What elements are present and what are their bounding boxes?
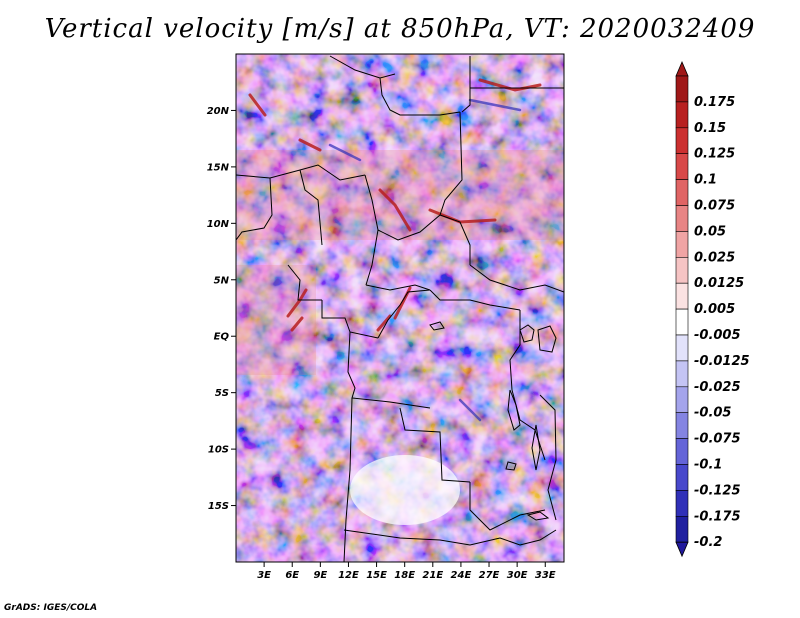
colorbar-segment: [675, 438, 689, 465]
lat-tick-label: 10S: [208, 445, 229, 456]
lon-tick-label: 30E: [507, 570, 528, 581]
lon-tick-label: 6E: [285, 570, 299, 581]
colorbar-label: 0.05: [694, 224, 726, 239]
colorbar-segment: [675, 515, 689, 543]
colorbar-label: 0.025: [694, 250, 735, 265]
colorbar-segment: [675, 360, 689, 388]
lakes: [429, 321, 557, 521]
colorbar-label: 0.0125: [694, 276, 744, 291]
grads-credit: GrADS: IGES/COLA: [4, 603, 98, 613]
colorbar: 0.175 0.15 0.125 0.1 0.075 0.05 0.025 0.0125 0.0…: [675, 60, 750, 558]
colorbar-segment: [675, 256, 689, 284]
colorbar-label: 0.175: [694, 95, 735, 110]
colorbar-label: 0.15: [694, 121, 726, 136]
colorbar-segment: [675, 386, 689, 413]
lon-tick-label: 27E: [479, 570, 500, 581]
lon-tick-label: 21E: [422, 570, 443, 581]
colorbar-label: -0.025: [694, 380, 741, 395]
colorbar-bottom-arrow: [675, 541, 689, 558]
lat-tick-label: 15S: [208, 501, 229, 512]
colorbar-label: -0.1: [694, 458, 722, 473]
colorbar-segment: [675, 231, 689, 258]
colorbar-label: 0.1: [694, 173, 717, 188]
lat-tick-label: 15N: [207, 162, 230, 173]
colorbar-label: 0.075: [694, 199, 735, 214]
colorbar-segment: [675, 75, 689, 103]
colorbar-segment: [675, 490, 689, 517]
colorbar-segment: [675, 464, 689, 491]
colorbar-label: -0.175: [694, 509, 741, 524]
lon-tick-label: 9E: [313, 570, 327, 581]
colorbar-segment: [675, 412, 689, 439]
lat-tick-label: 5S: [215, 388, 229, 399]
colorbar-segment: [675, 282, 689, 310]
colorbar-label: -0.125: [694, 483, 741, 498]
colorbar-label: -0.0125: [694, 354, 750, 369]
velocity-field: [236, 54, 564, 562]
lat-tick-label: 20N: [207, 106, 230, 117]
colorbar-label: 0.125: [694, 147, 735, 162]
lat-tick-label: 5N: [214, 275, 230, 286]
colorbar-segment: [675, 127, 689, 155]
lon-tick-label: 24E: [451, 570, 472, 581]
colorbar-segment: [675, 308, 689, 336]
map-frame: [235, 53, 565, 563]
lat-tick-label: 10N: [207, 219, 230, 230]
colorbar-label: -0.075: [694, 432, 741, 447]
lon-tick-label: 12E: [338, 570, 359, 581]
colorbar-label: -0.2: [694, 535, 722, 550]
colorbar-segment: [675, 153, 689, 180]
colorbar-top-arrow: [675, 60, 689, 77]
colorbar-segment: [675, 101, 689, 129]
longitude-axis: 3E 6E 9E 12E 15E 18E 21E 24E 27E 30E 33E: [257, 562, 556, 581]
lon-tick-label: 33E: [535, 570, 556, 581]
lon-tick-label: 3E: [257, 570, 271, 581]
latitude-axis: 20N 15N 10N 5N EQ 5S 10S 15S: [207, 106, 236, 512]
lon-tick-label: 15E: [366, 570, 387, 581]
lat-tick-label: EQ: [214, 332, 230, 343]
colorbar-label: -0.05: [694, 406, 731, 421]
country-boundaries: [236, 55, 564, 562]
colorbar-label: -0.005: [694, 328, 741, 343]
colorbar-segment: [675, 179, 689, 206]
colorbar-segment: [675, 205, 689, 232]
colorbar-segment: [675, 334, 689, 362]
colorbar-label: 0.005: [694, 302, 735, 317]
lon-tick-label: 18E: [394, 570, 415, 581]
chart-title: Vertical velocity [m/s] at 850hPa, VT: 2…: [44, 14, 756, 44]
